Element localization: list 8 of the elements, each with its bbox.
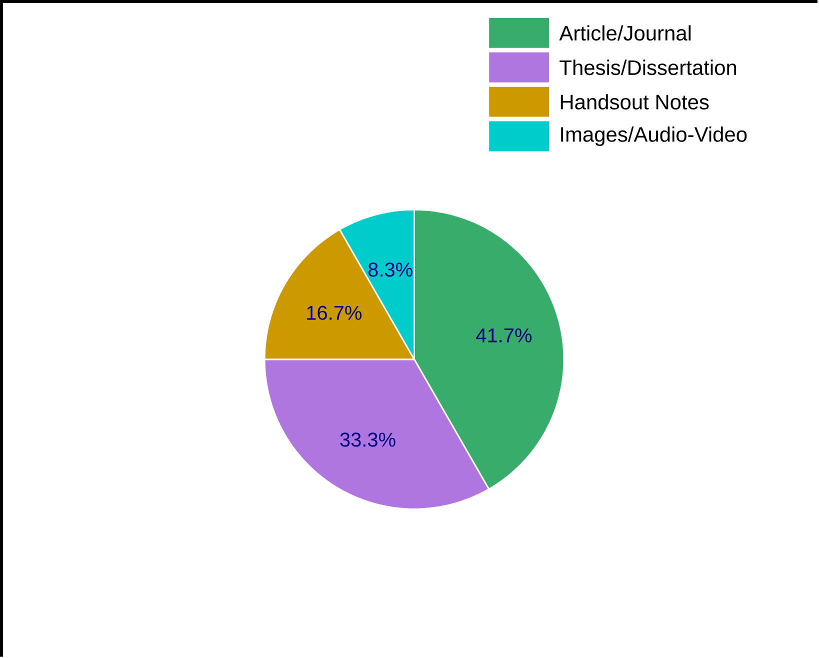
- data-label: 41.7%: [476, 328, 532, 342]
- data-label: 8.3%: [368, 262, 412, 277]
- legend-label: Article/Journal: [559, 25, 691, 40]
- legend-label: Thesis/Dissertation: [560, 60, 736, 75]
- data-label: 16.7%: [307, 306, 362, 320]
- legend-label: Handsout Notes: [560, 94, 709, 110]
- data-label: 33.3%: [340, 432, 396, 447]
- legend-label: Images/Audio-Video: [561, 126, 747, 146]
